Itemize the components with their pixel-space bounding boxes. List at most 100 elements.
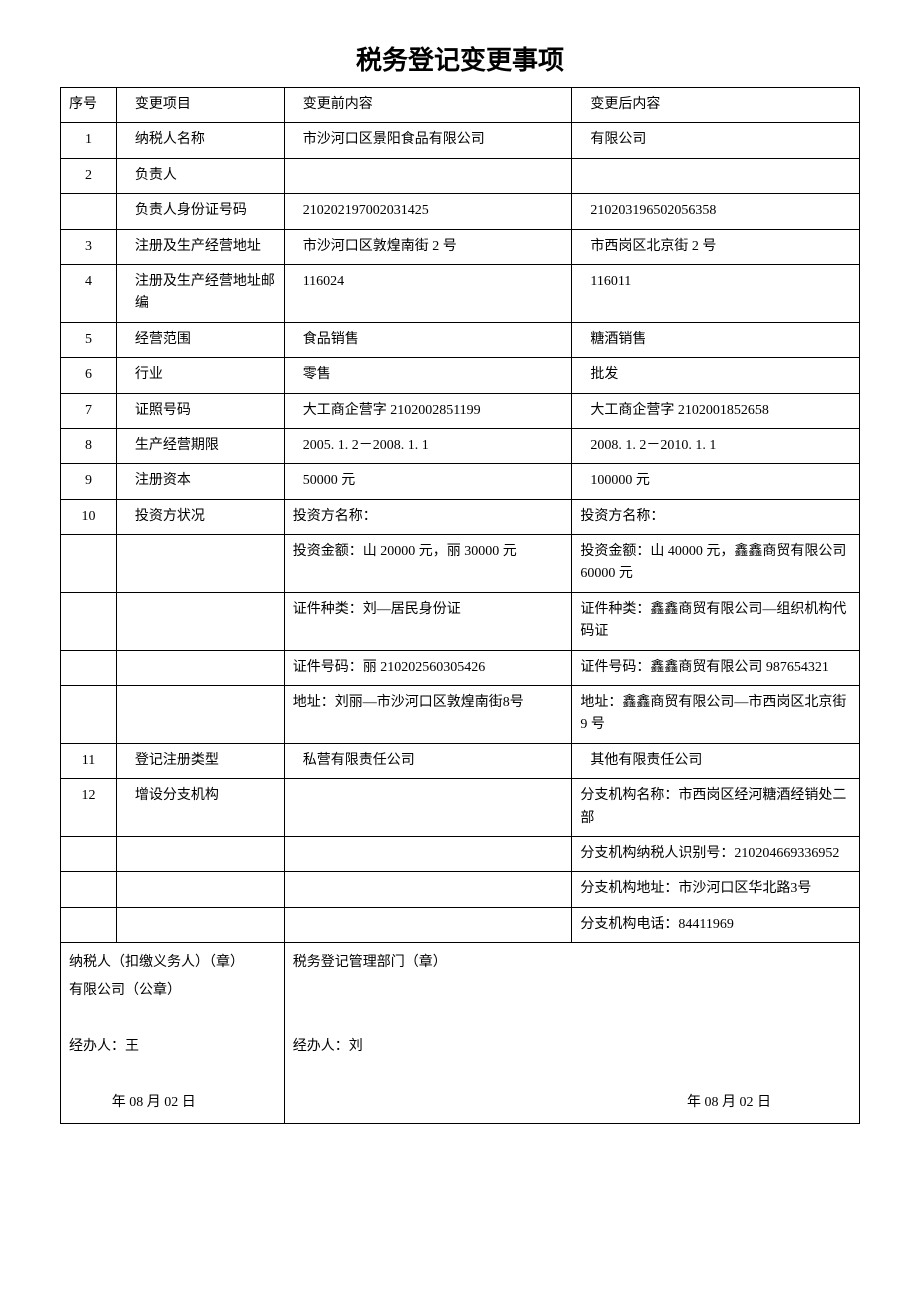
cell-item: 注册及生产经营地址	[116, 229, 284, 264]
cell-num	[61, 872, 117, 907]
cell-item: 负责人身份证号码	[116, 194, 284, 229]
cell-num: 9	[61, 464, 117, 499]
cell-after: 分支机构电话：84411969	[572, 907, 860, 942]
cell-before: 证件号码：丽 210202560305426	[284, 650, 572, 685]
cell-after: 市西岗区北京街 2 号	[572, 229, 860, 264]
cell-item: 注册及生产经营地址邮编	[116, 264, 284, 322]
left-date: 年 08 月 02 日	[69, 1089, 276, 1117]
cell-before	[284, 158, 572, 193]
header-num: 序号	[61, 88, 117, 123]
cell-num: 3	[61, 229, 117, 264]
cell-after: 证件号码：鑫鑫商贸有限公司 987654321	[572, 650, 860, 685]
cell-before	[284, 779, 572, 837]
cell-before: 地址：刘丽—市沙河口区敦煌南街8号	[284, 686, 572, 744]
cell-after: 分支机构地址：市沙河口区华北路3号	[572, 872, 860, 907]
footer-right: 税务登记管理部门（章） 经办人：刘 年 08 月 02 日	[284, 943, 859, 1124]
cell-num: 4	[61, 264, 117, 322]
cell-after: 批发	[572, 358, 860, 393]
cell-before: 证件种类：刘—居民身份证	[284, 592, 572, 650]
cell-before: 食品销售	[284, 322, 572, 357]
cell-item	[116, 592, 284, 650]
cell-item	[116, 650, 284, 685]
cell-before: 投资方名称：	[284, 499, 572, 534]
table-row: 投资金额：山 20000 元，丽 30000 元投资金额：山 40000 元，鑫…	[61, 535, 860, 593]
cell-item	[116, 535, 284, 593]
cell-item	[116, 872, 284, 907]
cell-before: 116024	[284, 264, 572, 322]
cell-after: 投资金额：山 40000 元，鑫鑫商贸有限公司 60000 元	[572, 535, 860, 593]
cell-num: 11	[61, 743, 117, 778]
cell-num	[61, 194, 117, 229]
taxpayer-company: 有限公司（公章）	[69, 977, 276, 1005]
table-row: 8生产经营期限2005. 1. 2－2008. 1. 12008. 1. 2－2…	[61, 428, 860, 463]
cell-after: 糖酒销售	[572, 322, 860, 357]
cell-num	[61, 535, 117, 593]
table-row: 4注册及生产经营地址邮编116024116011	[61, 264, 860, 322]
cell-after: 证件种类：鑫鑫商贸有限公司—组织机构代码证	[572, 592, 860, 650]
cell-before: 市沙河口区敦煌南街 2 号	[284, 229, 572, 264]
cell-after: 分支机构纳税人识别号：210204669336952	[572, 836, 860, 871]
right-handler: 经办人：刘	[293, 1033, 851, 1061]
cell-item: 投资方状况	[116, 499, 284, 534]
cell-item: 经营范围	[116, 322, 284, 357]
cell-num: 12	[61, 779, 117, 837]
footer-left: 纳税人（扣缴义务人）（章）有限公司（公章） 经办人：王 年 08 月 02 日	[61, 943, 285, 1124]
cell-after: 大工商企营字 2102001852658	[572, 393, 860, 428]
table-row: 负责人身份证号码21020219700203142521020319650205…	[61, 194, 860, 229]
cell-before	[284, 836, 572, 871]
cell-num: 2	[61, 158, 117, 193]
header-after: 变更后内容	[572, 88, 860, 123]
cell-num	[61, 836, 117, 871]
cell-num	[61, 686, 117, 744]
table-row: 5经营范围食品销售糖酒销售	[61, 322, 860, 357]
cell-before: 210202197002031425	[284, 194, 572, 229]
tax-dept-seal-label: 税务登记管理部门（章）	[293, 949, 851, 977]
cell-after: 分支机构名称：市西岗区经河糖酒经销处二部	[572, 779, 860, 837]
cell-after	[572, 158, 860, 193]
taxpayer-seal-label: 纳税人（扣缴义务人）（章）	[69, 949, 276, 977]
cell-after: 116011	[572, 264, 860, 322]
header-before: 变更前内容	[284, 88, 572, 123]
cell-num	[61, 592, 117, 650]
cell-num: 10	[61, 499, 117, 534]
table-row: 3注册及生产经营地址市沙河口区敦煌南街 2 号市西岗区北京街 2 号	[61, 229, 860, 264]
cell-before	[284, 872, 572, 907]
header-item: 变更项目	[116, 88, 284, 123]
cell-before: 2005. 1. 2－2008. 1. 1	[284, 428, 572, 463]
table-row: 分支机构电话：84411969	[61, 907, 860, 942]
document-title: 税务登记变更事项	[60, 40, 860, 77]
table-row: 11登记注册类型私营有限责任公司其他有限责任公司	[61, 743, 860, 778]
cell-item	[116, 836, 284, 871]
cell-after: 投资方名称：	[572, 499, 860, 534]
cell-item: 纳税人名称	[116, 123, 284, 158]
cell-after: 2008. 1. 2－2010. 1. 1	[572, 428, 860, 463]
cell-before: 投资金额：山 20000 元，丽 30000 元	[284, 535, 572, 593]
cell-before: 零售	[284, 358, 572, 393]
cell-before: 市沙河口区景阳食品有限公司	[284, 123, 572, 158]
cell-num	[61, 650, 117, 685]
table-row: 2负责人	[61, 158, 860, 193]
cell-after: 210203196502056358	[572, 194, 860, 229]
cell-after: 其他有限责任公司	[572, 743, 860, 778]
cell-num: 8	[61, 428, 117, 463]
right-date: 年 08 月 02 日	[293, 1089, 851, 1117]
table-row: 1纳税人名称市沙河口区景阳食品有限公司有限公司	[61, 123, 860, 158]
table-row: 证件号码：丽 210202560305426证件号码：鑫鑫商贸有限公司 9876…	[61, 650, 860, 685]
table-row: 分支机构地址：市沙河口区华北路3号	[61, 872, 860, 907]
cell-item	[116, 907, 284, 942]
cell-num: 5	[61, 322, 117, 357]
cell-num: 6	[61, 358, 117, 393]
cell-item: 证照号码	[116, 393, 284, 428]
cell-before: 私营有限责任公司	[284, 743, 572, 778]
cell-item: 负责人	[116, 158, 284, 193]
cell-num	[61, 907, 117, 942]
cell-num: 7	[61, 393, 117, 428]
cell-before	[284, 907, 572, 942]
cell-after: 有限公司	[572, 123, 860, 158]
change-table: 序号变更项目变更前内容变更后内容1纳税人名称市沙河口区景阳食品有限公司有限公司2…	[60, 87, 860, 1124]
cell-item: 登记注册类型	[116, 743, 284, 778]
cell-before: 50000 元	[284, 464, 572, 499]
cell-before: 大工商企营字 2102002851199	[284, 393, 572, 428]
cell-num: 1	[61, 123, 117, 158]
cell-item: 注册资本	[116, 464, 284, 499]
